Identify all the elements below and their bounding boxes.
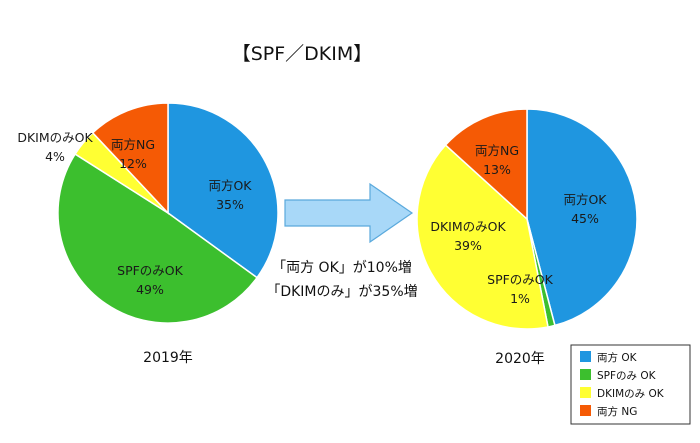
slice-value-label: 39%: [454, 238, 482, 253]
pie-slice: [57, 153, 259, 324]
slice-name-label: 両方OK: [563, 192, 607, 207]
legend-swatch: [580, 387, 591, 398]
slice-value-label: 45%: [571, 211, 599, 226]
slice-value-label: 35%: [216, 197, 244, 212]
legend-swatch: [580, 369, 591, 380]
year-label-2020: 2020年: [495, 351, 545, 367]
pie-slice: [416, 143, 549, 330]
pie-slice: [91, 102, 169, 215]
slice-name-label: SPFのみOK: [117, 263, 184, 278]
legend-swatch: [580, 351, 591, 362]
legend-label: 両方 OK: [597, 351, 638, 364]
legend-label: 両方 NG: [597, 405, 637, 418]
pie-1: 両方OK 45% SPFのみOK 1% DKIMのみOK 39% 両方NG 13%: [416, 108, 638, 330]
legend-label: DKIMのみ OK: [597, 388, 665, 400]
legend: 両方 OK SPFのみ OK DKIMのみ OK 両方 NG: [570, 344, 691, 425]
slice-value-label: 1%: [510, 291, 530, 306]
pie-slice: [526, 108, 638, 327]
slice-name-label: DKIMのみOK: [17, 130, 93, 145]
chart-title: 【SPF／DKIM】: [232, 43, 373, 65]
slice-value-label: 4%: [45, 149, 65, 164]
slice-value-label: 12%: [119, 156, 147, 171]
legend-label: SPFのみ OK: [597, 370, 657, 382]
arrow-right-icon: [284, 182, 414, 244]
slice-name-label: 両方NG: [475, 143, 519, 158]
annotation-dkim-only: 「DKIMのみ」が35%増: [266, 284, 417, 300]
slice-name-label: 両方NG: [111, 137, 155, 152]
slice-name-label: SPFのみOK: [487, 272, 554, 287]
slice-value-label: 13%: [483, 162, 511, 177]
slice-name-label: 両方OK: [208, 178, 252, 193]
slice-name-label: DKIMのみOK: [430, 219, 506, 234]
pies: 両方OK 35% SPFのみOK 49% DKIMのみOK 4% 両方NG 12% 両方OK 45…: [17, 102, 638, 330]
slice-value-label: 49%: [136, 282, 164, 297]
annotation-both-ok: 「両方 OK」が10%増: [272, 260, 412, 276]
year-label-2019: 2019年: [143, 350, 193, 366]
legend-swatch: [580, 405, 591, 416]
pie-slice: [167, 102, 279, 279]
pie-slice: [444, 108, 528, 221]
pie-0: 両方OK 35% SPFのみOK 49% DKIMのみOK 4% 両方NG 12%: [17, 102, 279, 324]
